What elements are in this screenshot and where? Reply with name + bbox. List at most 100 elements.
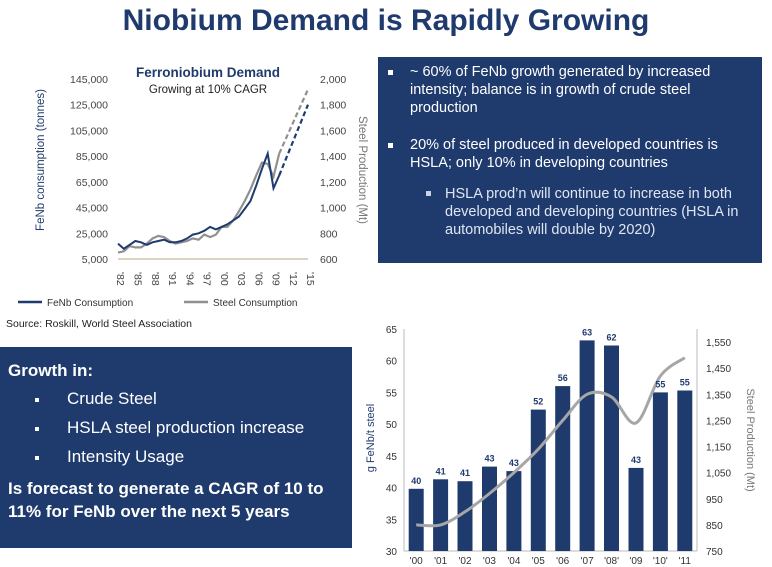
chart2-y2-axis-label: Steel Production (Mt) <box>744 388 756 491</box>
growth-item-hsla: HSLA steel production increase <box>67 418 305 437</box>
bar-value-label: 62 <box>607 332 617 342</box>
bullet-square-icon <box>35 398 39 402</box>
legend-fenb-label: FeNb Consumption <box>47 298 133 309</box>
bar-value-label: 41 <box>460 468 470 478</box>
intensity-bar <box>457 481 473 551</box>
chart2-y-tick-label: 60 <box>386 357 398 368</box>
chart1-y2-tick-label: 1,800 <box>320 100 346 112</box>
growth-heading: Growth in: <box>8 361 93 380</box>
chart2-x-tick-label: '06 <box>556 556 569 567</box>
bar-value-label: 55 <box>655 379 665 389</box>
bar-value-label: 43 <box>484 454 494 464</box>
bullet-square-icon <box>35 456 39 460</box>
fenb-consumption-line <box>117 149 281 250</box>
steel-production-line <box>416 356 686 528</box>
chart1-y-tick-label: 105,000 <box>70 125 108 137</box>
intensity-bar <box>628 467 644 551</box>
chart1-x-tick-label: '12 <box>287 272 299 286</box>
intensity-bar <box>482 466 497 551</box>
chart1-y-tick-label: 45,000 <box>76 203 108 215</box>
chart1-y-axis-label: FeNb consumption (tonnes) <box>35 89 47 231</box>
bar-value-label: 63 <box>582 327 592 337</box>
chart1-y2-tick-label: 1,200 <box>320 177 346 189</box>
sub-bullet-text: HSLA prod’n will continue to increase in… <box>445 186 739 238</box>
chart2-x-tick-label: '02 <box>459 556 472 567</box>
sub-bullet-square-icon <box>426 191 431 196</box>
key-points-panel: ~ 60% of FeNb growth generated by increa… <box>378 57 762 263</box>
chart2-y-tick-label: 35 <box>386 515 398 526</box>
chart1-x-tick-label: '00 <box>218 272 230 286</box>
chart2-y2-tick-label: 1,250 <box>706 416 731 427</box>
chart2-x-tick-label: '11 <box>679 556 692 567</box>
chart2-x-tick-label: '08' <box>604 556 619 567</box>
chart2-x-tick-label: '05 <box>532 556 545 567</box>
intensity-bar <box>506 471 522 551</box>
chart1-x-tick-label: '82 <box>114 272 126 286</box>
chart1-y-tick-label: 125,000 <box>70 100 108 112</box>
chart1-x-tick-label: '94 <box>183 272 195 286</box>
chart1-y-tick-label: 65,000 <box>76 177 108 189</box>
chart1-x-tick-label: '97 <box>201 272 213 286</box>
chart2-y-tick-label: 40 <box>386 484 398 495</box>
chart2-y2-tick-label: 1,450 <box>706 364 731 375</box>
chart1-subtitle: Growing at 10% CAGR <box>149 84 267 96</box>
bar-value-label: 43 <box>631 455 641 465</box>
chart1-y-tick-label: 145,000 <box>70 74 108 86</box>
growth-item-intensity: Intensity Usage <box>67 447 185 466</box>
chart2-x-tick-label: '04 <box>507 556 520 567</box>
chart2-y2-tick-label: 950 <box>706 495 723 506</box>
page-title: Niobium Demand is Rapidly Growing <box>122 4 650 37</box>
chart2-x-tick-label: '09 <box>629 556 642 567</box>
bar-value-label: 56 <box>558 373 568 383</box>
chart1-title: Ferroniobium Demand <box>136 65 280 80</box>
bullet-square-icon <box>388 143 393 148</box>
chart2-y-tick-label: 65 <box>386 325 398 336</box>
steel-projection-line <box>278 88 310 155</box>
growth-item-crude-steel: Crude Steel <box>67 389 157 408</box>
bar-value-label: 40 <box>411 476 421 486</box>
forecast-text: Is forecast to generate a CAGR of 10 to … <box>8 479 324 521</box>
chart1-x-tick-label: '06 <box>252 272 264 286</box>
chart2-y2-tick-label: 1,350 <box>706 390 731 401</box>
chart2-x-tick-label: '10' <box>653 556 668 567</box>
intensity-bar <box>604 345 619 551</box>
growth-panel: Growth in: Crude Steel HSLA steel produc… <box>0 347 352 548</box>
chart1-x-tick-label: '91 <box>166 272 178 286</box>
intensity-bar <box>530 409 546 551</box>
intensity-bar <box>555 386 571 551</box>
chart1-y-tick-label: 25,000 <box>76 228 108 240</box>
intensity-bar <box>677 390 693 551</box>
chart1-y2-tick-label: 1,600 <box>320 125 346 137</box>
chart2-y2-tick-label: 1,150 <box>706 443 731 454</box>
chart1-y2-tick-label: 1,400 <box>320 151 346 163</box>
source-note: Source: Roskill, World Steel Association <box>6 318 192 330</box>
chart1-x-tick-label: '09 <box>270 272 282 286</box>
chart2-y-tick-label: 30 <box>386 547 398 558</box>
bullet-square-icon <box>388 70 393 75</box>
intensity-bar <box>433 479 449 551</box>
chart1-y2-tick-label: 600 <box>320 254 338 266</box>
chart1-y-tick-label: 5,000 <box>82 254 108 266</box>
chart2-y-tick-label: 55 <box>386 388 398 399</box>
chart1-y2-tick-label: 800 <box>320 228 338 240</box>
chart2-y-tick-label: 50 <box>386 420 398 431</box>
chart1-x-tick-label: '15 <box>304 272 316 286</box>
chart1-x-tick-label: '03 <box>235 272 247 286</box>
chart2-y2-tick-label: 1,550 <box>706 338 731 349</box>
bar-value-label: 55 <box>680 378 690 388</box>
bar-value-label: 41 <box>436 466 446 476</box>
legend-steel-label: Steel Consumption <box>213 298 298 309</box>
bar-value-label: 52 <box>533 397 543 407</box>
intensity-bar <box>652 392 668 551</box>
intensity-bar <box>408 488 424 551</box>
chart1-y2-tick-label: 1,000 <box>320 203 346 215</box>
intensity-bar <box>579 340 595 551</box>
fenb-projection-line <box>278 104 310 176</box>
chart2-y-axis-label: g FeNb/t steel <box>365 404 377 472</box>
chart1-y-tick-label: 85,000 <box>76 151 108 163</box>
bar-value-label: 43 <box>509 458 519 468</box>
bullet-text-1: ~ 60% of FeNb growth generated by increa… <box>410 64 711 116</box>
bullet-square-icon <box>35 427 39 431</box>
